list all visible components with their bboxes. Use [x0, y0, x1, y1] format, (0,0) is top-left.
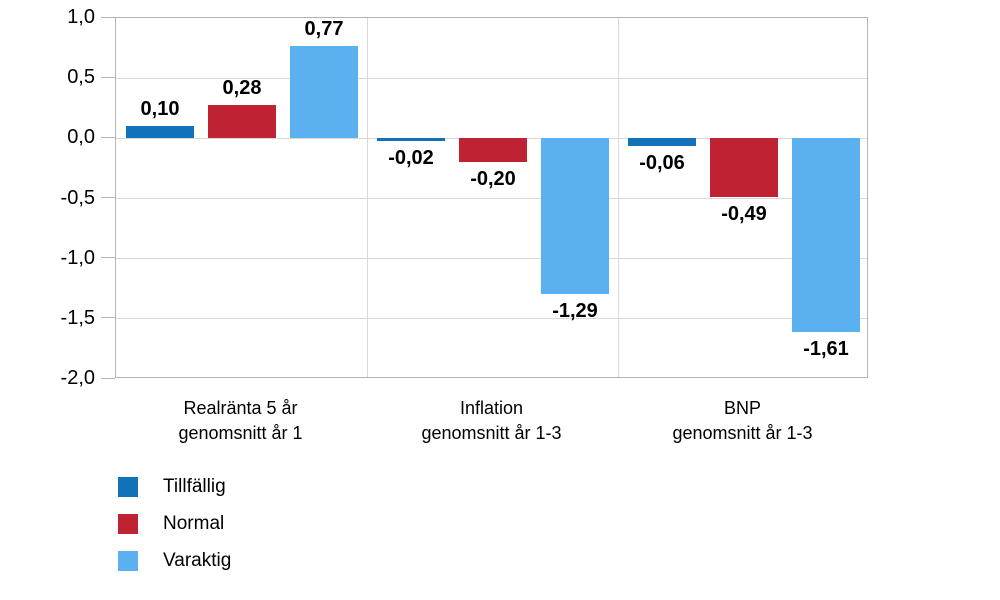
category-label-group2: Inflation genomsnitt år 1-3	[366, 396, 617, 446]
y-axis-tick	[101, 317, 115, 319]
bar-tillfällig-group3	[628, 138, 696, 146]
y-tick-label: 0,5	[67, 66, 95, 89]
h-gridline	[116, 198, 867, 199]
category-label-line1: Realränta 5 år	[183, 398, 298, 418]
plot-area: 0,10 -0,02 -0,06 0,28 -0,20 -0,49 0,77 -1,29 -1,…	[115, 17, 868, 378]
h-gridline	[116, 77, 867, 79]
category-label-line1: BNP	[723, 398, 761, 418]
value-label: 0,28	[222, 76, 262, 99]
legend-label: Normal	[163, 513, 225, 534]
value-label: -0,49	[721, 203, 767, 226]
category-label-line2: genomsnitt år 1-3	[421, 423, 562, 443]
y-tick-label: 1,0	[67, 6, 95, 28]
legend: Tillfällig Normal Varaktig	[118, 476, 231, 587]
legend-swatch-icon	[118, 513, 138, 534]
y-axis-tick	[101, 377, 115, 379]
value-label: -0,20	[470, 168, 516, 191]
bar-normal-group3	[710, 138, 778, 198]
y-axis-tick	[101, 197, 115, 198]
v-gridline	[366, 18, 368, 377]
legend-label: Tillfällig	[163, 476, 226, 497]
bar-varaktig-group1	[290, 45, 358, 139]
bar-varaktig-group2	[541, 138, 609, 294]
category-label-group3: BNP genomsnitt år 1-3	[617, 396, 868, 446]
v-gridline	[617, 18, 619, 377]
y-axis-tick	[101, 76, 115, 78]
category-label-line2: genomsnitt år 1	[178, 423, 303, 443]
legend-item-tillfällig: Tillfällig	[118, 476, 231, 497]
y-tick-label: -1,5	[60, 306, 95, 329]
bar-normal-group2	[459, 138, 527, 163]
y-axis-tick	[101, 257, 115, 259]
value-label: 0,10	[140, 98, 180, 121]
y-tick-label: 0,0	[67, 126, 95, 149]
legend-item-varaktig: Varaktig	[118, 550, 231, 571]
legend-swatch-icon	[118, 476, 138, 497]
y-axis-tick	[101, 136, 115, 138]
value-label: -0,02	[388, 146, 434, 169]
value-label: 0,77	[304, 17, 344, 40]
value-label: -1,29	[552, 299, 598, 322]
bar-normal-group1	[208, 104, 276, 139]
legend-item-normal: Normal	[118, 513, 231, 534]
y-tick-label: -2,0	[60, 367, 95, 389]
y-tick-label: -1,0	[60, 246, 95, 269]
h-gridline	[116, 318, 867, 320]
category-label-group1: Realränta 5 år genomsnitt år 1	[115, 396, 366, 446]
bar-tillfällig-group2	[377, 138, 445, 141]
category-label-line1: Inflation	[459, 398, 524, 418]
y-tick-label: -0,5	[60, 186, 95, 209]
value-label: -0,06	[639, 151, 685, 174]
legend-label: Varaktig	[163, 550, 232, 571]
y-axis-tick	[101, 16, 115, 18]
bar-tillfällig-group1	[126, 126, 194, 139]
legend-swatch-icon	[118, 550, 138, 571]
category-label-line2: genomsnitt år 1-3	[672, 423, 813, 443]
h-gridline	[116, 258, 867, 260]
value-label: -1,61	[803, 338, 849, 361]
bar-varaktig-group3	[792, 138, 860, 333]
